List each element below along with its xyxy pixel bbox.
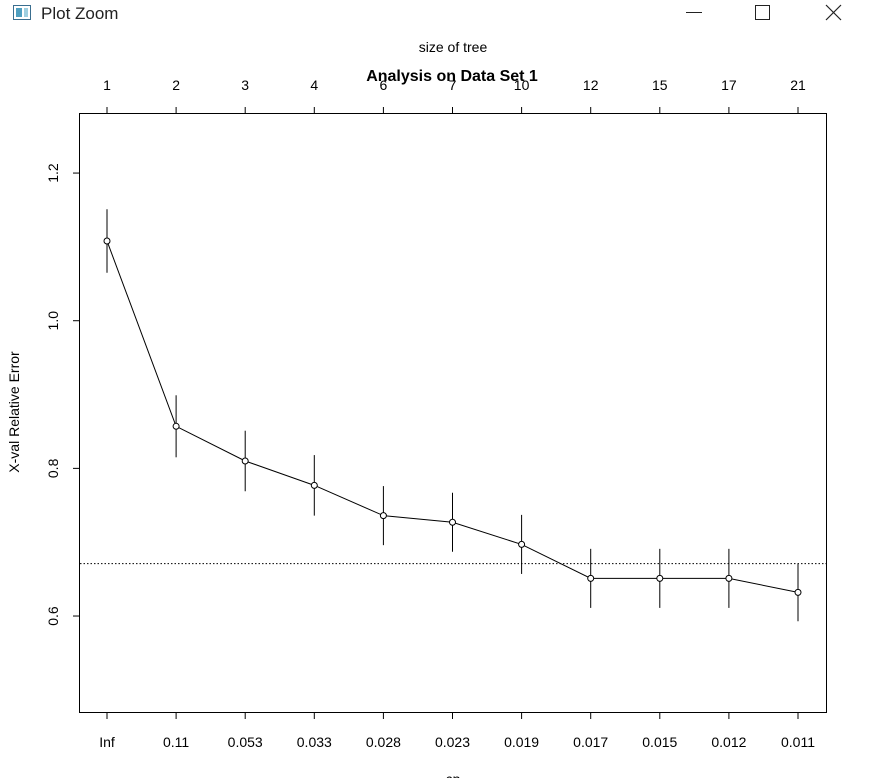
x-axis-tick-label: 0.015	[642, 734, 677, 750]
top-axis-tick-label: 21	[790, 77, 806, 93]
plot-window-icon	[13, 5, 31, 20]
data-point	[172, 422, 180, 430]
window-title: Plot Zoom	[41, 4, 119, 23]
x-axis-tick-label: 0.033	[297, 734, 332, 750]
close-button[interactable]	[810, 0, 856, 28]
data-point	[310, 481, 318, 489]
top-axis-tick-label: 4	[310, 77, 318, 93]
top-axis-tick-label: 7	[449, 77, 457, 93]
close-icon	[825, 4, 842, 21]
y-axis-tick-label: 1.0	[45, 311, 61, 331]
x-axis-tick-label: 0.053	[228, 734, 263, 750]
x-axis-label: cp	[446, 771, 461, 778]
x-axis-tick-label: 0.011	[781, 734, 815, 750]
top-axis-tick-label: 3	[241, 77, 249, 93]
x-axis-tick-label: 0.028	[366, 734, 401, 750]
data-point	[379, 512, 387, 520]
top-axis-tick-label: 2	[172, 77, 180, 93]
data-point	[518, 540, 526, 548]
top-axis-tick-label: 17	[721, 77, 737, 93]
top-axis-label: size of tree	[419, 39, 488, 55]
x-axis-tick-label: 0.019	[504, 734, 539, 750]
top-axis-tick-label: 10	[514, 77, 530, 93]
maximize-icon	[755, 5, 770, 20]
x-axis-tick-label: 0.012	[711, 734, 746, 750]
y-axis-label: X-val Relative Error	[6, 351, 22, 473]
data-point	[103, 237, 111, 245]
series-layer	[103, 209, 802, 622]
y-axis-tick-label: 0.6	[45, 606, 61, 626]
data-point	[794, 588, 802, 596]
minimize-icon	[686, 12, 702, 13]
data-point	[725, 574, 733, 582]
minimize-button[interactable]	[674, 0, 720, 28]
bottom-axis: Inf 0.11 0.053 0.033 0.028 0.023 0.019 0.017 0.0…	[99, 712, 815, 750]
data-point	[587, 574, 595, 582]
x-axis-tick-label: 0.11	[163, 734, 189, 750]
window-titlebar: Plot Zoom	[0, 0, 870, 28]
data-point	[241, 457, 249, 465]
chart-title: Analysis on Data Set 1	[366, 68, 538, 85]
data-point	[656, 574, 664, 582]
left-axis: 0.6 0.8 1.0 1.2	[45, 163, 80, 626]
maximize-button[interactable]	[739, 0, 785, 28]
top-axis-tick-label: 6	[380, 77, 388, 93]
top-axis-tick-label: 15	[652, 77, 668, 93]
plot-frame	[79, 113, 827, 713]
y-axis-tick-label: 1.2	[45, 163, 61, 183]
top-axis: 1 2 3 4 6 7 10 12 15 17 21	[103, 77, 806, 114]
data-point	[449, 518, 456, 526]
y-axis-tick-label: 0.8	[45, 458, 61, 478]
x-axis-tick-label: 0.023	[435, 734, 470, 750]
x-axis-tick-label: 0.017	[573, 734, 608, 750]
top-axis-tick-label: 12	[583, 77, 599, 93]
x-axis-tick-label: Inf	[99, 734, 115, 750]
top-axis-tick-label: 1	[103, 77, 111, 93]
